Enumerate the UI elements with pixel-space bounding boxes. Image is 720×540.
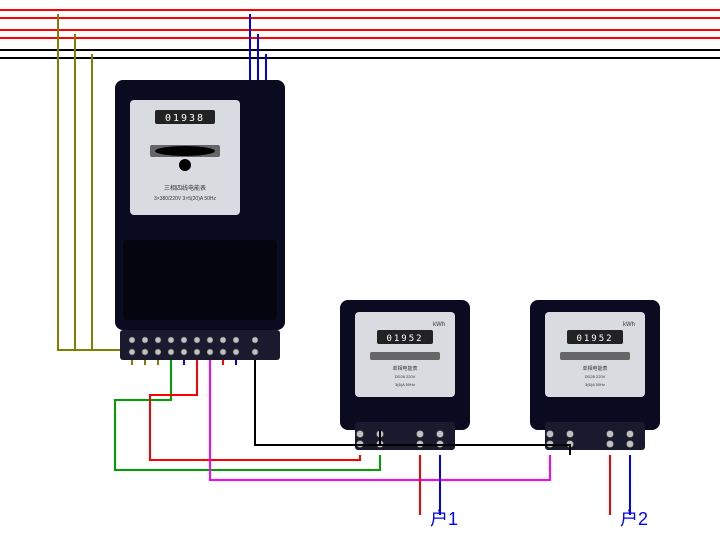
wiring-diagram: 01938 三相四线电能表 3×380/220V 3×5(20)A 50Hz kWh 0… — [0, 0, 720, 540]
svg-text:01952: 01952 — [576, 334, 613, 344]
svg-text:01952: 01952 — [386, 334, 423, 344]
svg-text:DD28 220V: DD28 220V — [395, 374, 416, 379]
svg-text:01938: 01938 — [165, 113, 205, 124]
label-household-2: 户2 — [620, 505, 648, 531]
svg-text:3×380/220V 3×5(20)A 50Hz: 3×380/220V 3×5(20)A 50Hz — [154, 196, 216, 202]
svg-text:kWh: kWh — [623, 322, 635, 328]
svg-text:3(6)A 50Hz: 3(6)A 50Hz — [395, 382, 415, 387]
svg-text:DD28 220V: DD28 220V — [585, 374, 606, 379]
label-household-1: 户1 — [430, 505, 458, 531]
svg-text:kWh: kWh — [433, 322, 445, 328]
svg-text:三相四线电能表: 三相四线电能表 — [164, 184, 206, 192]
svg-text:3(6)A 50Hz: 3(6)A 50Hz — [585, 382, 605, 387]
svg-text:单相电能表: 单相电能表 — [392, 365, 417, 372]
svg-text:单相电能表: 单相电能表 — [582, 365, 607, 372]
